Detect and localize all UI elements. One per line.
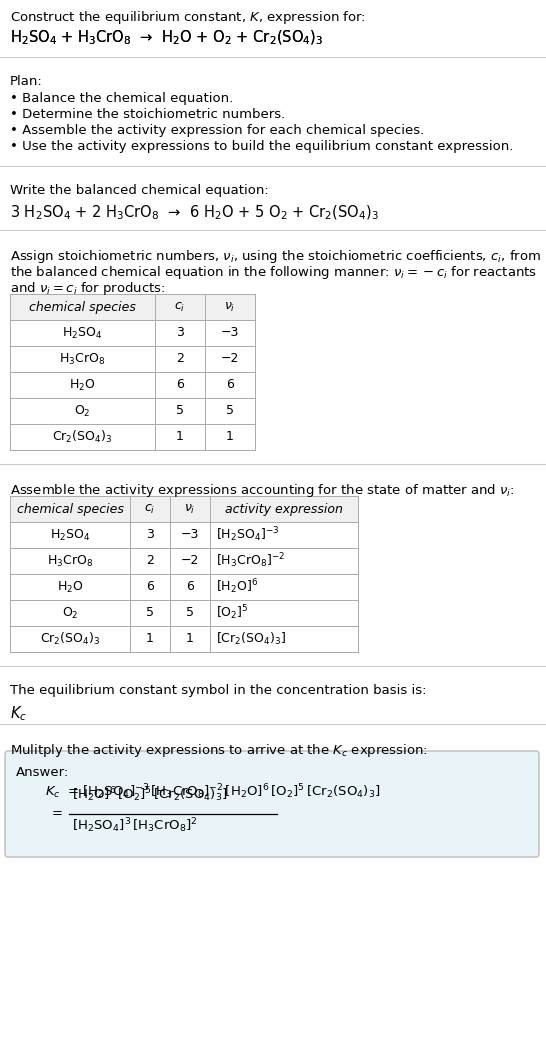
Text: • Determine the stoichiometric numbers.: • Determine the stoichiometric numbers. xyxy=(10,108,285,121)
Text: Mulitply the activity expressions to arrive at the $K_c$ expression:: Mulitply the activity expressions to arr… xyxy=(10,742,428,759)
Text: $\mathregular{H_2O}$: $\mathregular{H_2O}$ xyxy=(69,377,96,393)
Text: =: = xyxy=(52,808,63,820)
Text: $\mathregular{H_2SO_4}$: $\mathregular{H_2SO_4}$ xyxy=(62,325,103,340)
Text: The equilibrium constant symbol in the concentration basis is:: The equilibrium constant symbol in the c… xyxy=(10,684,426,697)
Text: Construct the equilibrium constant, $K$, expression for:: Construct the equilibrium constant, $K$,… xyxy=(10,9,366,26)
Text: chemical species: chemical species xyxy=(16,502,123,516)
Text: 2: 2 xyxy=(176,353,184,365)
Text: activity expression: activity expression xyxy=(225,502,343,516)
Text: 6: 6 xyxy=(176,378,184,392)
Text: 3 $\mathregular{H_2SO_4}$ + 2 $\mathregular{H_3CrO_8}$  →  6 $\mathregular{H_2O}: 3 $\mathregular{H_2SO_4}$ + 2 $\mathregu… xyxy=(10,204,379,222)
Text: 5: 5 xyxy=(226,404,234,417)
Text: $[\mathregular{O_2}]^{5}$: $[\mathregular{O_2}]^{5}$ xyxy=(216,603,248,622)
Text: $\mathregular{O_2}$: $\mathregular{O_2}$ xyxy=(62,605,78,620)
Text: $\mathregular{O_2}$: $\mathregular{O_2}$ xyxy=(74,403,91,418)
Text: $\mathregular{H_2SO_4}$ + $\mathregular{H_3CrO_8}$  →  $\mathregular{H_2O}$ + $\: $\mathregular{H_2SO_4}$ + $\mathregular{… xyxy=(10,29,323,47)
Text: $\mathregular{H_3CrO_8}$: $\mathregular{H_3CrO_8}$ xyxy=(60,352,105,366)
Text: 1: 1 xyxy=(176,431,184,443)
Text: • Balance the chemical equation.: • Balance the chemical equation. xyxy=(10,92,233,105)
Text: $K_c$: $K_c$ xyxy=(10,704,27,722)
Text: $c_i$: $c_i$ xyxy=(174,300,186,314)
Text: 6: 6 xyxy=(186,580,194,594)
Text: $[\mathregular{H_2O}]^{6}$: $[\mathregular{H_2O}]^{6}$ xyxy=(216,578,258,596)
Text: chemical species: chemical species xyxy=(29,300,136,314)
Text: $[\mathregular{Cr_2(SO_4)_3}]$: $[\mathregular{Cr_2(SO_4)_3}]$ xyxy=(216,631,286,647)
Text: the balanced chemical equation in the following manner: $\nu_i = -c_i$ for react: the balanced chemical equation in the fo… xyxy=(10,264,537,281)
Bar xyxy=(10,496,358,522)
Text: Assign stoichiometric numbers, $\nu_i$, using the stoichiometric coefficients, $: Assign stoichiometric numbers, $\nu_i$, … xyxy=(10,249,541,265)
Text: and $\nu_i = c_i$ for products:: and $\nu_i = c_i$ for products: xyxy=(10,280,165,297)
Text: −2: −2 xyxy=(181,555,199,568)
Text: Plan:: Plan: xyxy=(10,75,43,88)
Text: $[\mathregular{H_2SO_4}]^{-3}$: $[\mathregular{H_2SO_4}]^{-3}$ xyxy=(216,525,280,544)
Text: Assemble the activity expressions accounting for the state of matter and $\nu_i$: Assemble the activity expressions accoun… xyxy=(10,482,515,499)
Text: $\mathregular{Cr_2(SO_4)_3}$: $\mathregular{Cr_2(SO_4)_3}$ xyxy=(40,631,100,647)
Text: $\mathregular{H_3CrO_8}$: $\mathregular{H_3CrO_8}$ xyxy=(47,554,93,569)
Text: 5: 5 xyxy=(186,607,194,619)
Text: 6: 6 xyxy=(226,378,234,392)
Text: $K_c$: $K_c$ xyxy=(45,784,61,799)
Text: $\mathregular{H_2SO_4}$ + $\mathregular{H_3CrO_8}$  →  $\mathregular{H_2O}$ + $\: $\mathregular{H_2SO_4}$ + $\mathregular{… xyxy=(10,29,323,47)
Text: • Assemble the activity expression for each chemical species.: • Assemble the activity expression for e… xyxy=(10,124,424,137)
Text: 3: 3 xyxy=(146,529,154,541)
Text: $\mathregular{Cr_2(SO_4)_3}$: $\mathregular{Cr_2(SO_4)_3}$ xyxy=(52,429,112,445)
Text: $[\mathregular{H_2O}]^{6}\,[\mathregular{O_2}]^{5}\,[\mathregular{Cr_2(SO_4)_3}]: $[\mathregular{H_2O}]^{6}\,[\mathregular… xyxy=(72,786,228,804)
Text: $\nu_i$: $\nu_i$ xyxy=(185,502,195,516)
Text: −2: −2 xyxy=(221,353,239,365)
Text: 6: 6 xyxy=(146,580,154,594)
Text: $c_i$: $c_i$ xyxy=(144,502,156,516)
Text: 5: 5 xyxy=(176,404,184,417)
Text: • Use the activity expressions to build the equilibrium constant expression.: • Use the activity expressions to build … xyxy=(10,140,513,153)
Text: $[\mathregular{H_2SO_4}]^{3}\,[\mathregular{H_3CrO_8}]^{2}$: $[\mathregular{H_2SO_4}]^{3}\,[\mathregu… xyxy=(72,816,198,835)
Text: 5: 5 xyxy=(146,607,154,619)
Text: 1: 1 xyxy=(186,633,194,645)
Text: 2: 2 xyxy=(146,555,154,568)
Text: 1: 1 xyxy=(226,431,234,443)
Text: = $[\mathregular{H_2SO_4}]^{-3}\,[\mathregular{H_3CrO_8}]^{-2}\,[\mathregular{H_: = $[\mathregular{H_2SO_4}]^{-3}\,[\mathr… xyxy=(67,782,381,801)
Text: $\mathregular{H_2SO_4}$: $\mathregular{H_2SO_4}$ xyxy=(50,528,90,542)
Bar xyxy=(10,294,255,320)
Text: Write the balanced chemical equation:: Write the balanced chemical equation: xyxy=(10,184,269,197)
Text: 1: 1 xyxy=(146,633,154,645)
Text: $\nu_i$: $\nu_i$ xyxy=(224,300,236,314)
Text: $\mathregular{H_2O}$: $\mathregular{H_2O}$ xyxy=(57,579,84,595)
Text: 3: 3 xyxy=(176,326,184,339)
Text: −3: −3 xyxy=(221,326,239,339)
Text: −3: −3 xyxy=(181,529,199,541)
Text: $[\mathregular{H_3CrO_8}]^{-2}$: $[\mathregular{H_3CrO_8}]^{-2}$ xyxy=(216,552,285,571)
Text: Answer:: Answer: xyxy=(16,766,69,779)
FancyBboxPatch shape xyxy=(5,751,539,857)
